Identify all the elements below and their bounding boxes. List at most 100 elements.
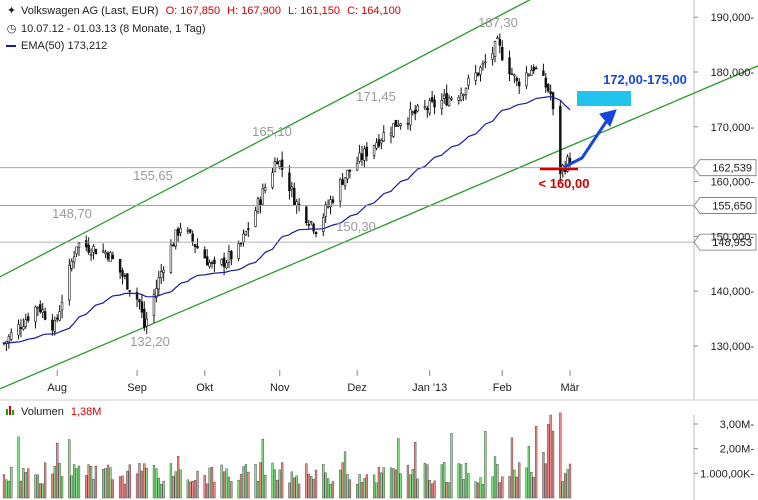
volume-bar xyxy=(196,470,199,499)
volume-bar xyxy=(498,482,501,499)
low-value: L: 161,150 xyxy=(288,5,341,17)
candle-body xyxy=(254,210,257,227)
volume-bar xyxy=(259,462,262,499)
candle-body xyxy=(382,132,385,142)
volume-bar xyxy=(126,470,129,499)
price-tag-label: 162,539 xyxy=(712,163,752,175)
volume-bar xyxy=(58,463,61,499)
candle-body xyxy=(26,316,30,321)
price-extreme-label: 171,45 xyxy=(356,89,396,104)
candle-body xyxy=(41,309,44,313)
volume-bar xyxy=(527,446,531,499)
volume-bar xyxy=(399,473,402,499)
candle-body xyxy=(203,249,206,259)
volume-bar xyxy=(186,479,189,499)
candle-body xyxy=(530,70,533,76)
target-arrow-head xyxy=(599,109,617,127)
candle-body xyxy=(271,172,274,188)
candle-body xyxy=(121,270,124,277)
volume-bar xyxy=(496,464,499,499)
price-tag-label: 155,650 xyxy=(712,200,752,212)
candle-body xyxy=(326,205,330,208)
volume-bar xyxy=(208,467,211,499)
x-tick-label: Feb xyxy=(493,382,512,394)
volume-bar xyxy=(433,480,436,499)
volume-value: 1,38M xyxy=(70,406,102,418)
volume-bar xyxy=(118,476,122,499)
volume-bar xyxy=(244,464,248,499)
candle-body xyxy=(358,152,361,162)
volume-bar xyxy=(460,464,463,499)
candle-body xyxy=(501,46,504,61)
volume-bar xyxy=(476,482,480,499)
candle-body xyxy=(94,248,98,255)
volume-bar xyxy=(564,473,567,499)
volume-bar xyxy=(365,474,368,499)
candle-body xyxy=(143,308,146,328)
header-line-1: ✦ Volkswagen AG (Last, EUR) O: 167,850 H:… xyxy=(6,4,405,17)
candle-body xyxy=(324,204,327,217)
support-label: < 160,00 xyxy=(539,176,590,191)
volume-bar xyxy=(428,480,431,499)
candle-body xyxy=(208,262,211,267)
volume-bar xyxy=(293,477,296,499)
volume-bar xyxy=(191,480,194,499)
candle-body xyxy=(10,332,13,340)
volume-bar xyxy=(416,478,419,499)
volume-bar xyxy=(394,469,397,499)
volume-tick-label: 2,00M- xyxy=(720,444,755,456)
target-zone-box xyxy=(577,91,631,106)
volume-bar xyxy=(179,469,182,499)
candle-body xyxy=(72,256,76,263)
volume-bar xyxy=(406,464,410,499)
volume-bar xyxy=(89,466,93,499)
candle-body xyxy=(70,260,73,269)
candle-body xyxy=(126,273,129,290)
y-tick-label: 160,000- xyxy=(711,177,755,189)
volume-bar xyxy=(39,483,42,499)
candle-body xyxy=(87,244,90,253)
volume-bar xyxy=(329,484,332,499)
date-axis: Aug Sep Okt Nov Dez Jan '13 Feb Mär xyxy=(47,370,580,394)
candle-body xyxy=(450,97,453,100)
candle-body xyxy=(445,92,448,106)
candle-body xyxy=(169,244,173,273)
candle-body xyxy=(309,221,313,223)
candle-body xyxy=(55,317,59,320)
price-tag-shape xyxy=(693,159,757,177)
volume-bar xyxy=(19,480,23,499)
volume-bar xyxy=(273,469,277,499)
candle-body xyxy=(227,251,231,263)
volume-tick-label: 1.000,00K- xyxy=(700,468,754,480)
candle-body xyxy=(85,240,88,248)
volume-bar xyxy=(278,469,281,499)
volume-bar xyxy=(532,476,535,499)
candle-body xyxy=(551,92,555,110)
candle-body xyxy=(346,169,349,180)
volume-bar xyxy=(535,426,538,499)
volume-bar xyxy=(17,436,20,499)
volume-bar xyxy=(559,412,562,499)
volume-bar xyxy=(440,464,443,499)
volume-bar xyxy=(7,480,10,499)
volume-bar xyxy=(53,465,56,499)
volume-bar xyxy=(411,468,414,499)
volume-bar xyxy=(237,479,240,499)
volume-bar xyxy=(34,474,37,499)
volume-bar xyxy=(261,439,264,499)
candle-body xyxy=(39,304,42,313)
candle-body xyxy=(549,91,552,95)
candle-body xyxy=(186,229,190,232)
volume-bar xyxy=(392,468,395,499)
volume-bar xyxy=(484,430,487,499)
volume-bar xyxy=(513,469,516,499)
candle-body xyxy=(278,160,281,167)
candle-body xyxy=(111,254,115,259)
price-axis: 130,000- 140,000- 150,000- 160,000- 170,000-… xyxy=(694,12,754,353)
candle-body xyxy=(145,318,148,327)
price-extreme-label: 150,30 xyxy=(336,219,376,234)
open-value: O: 167,850 xyxy=(165,5,221,17)
volume-bar xyxy=(10,467,13,499)
candle-body xyxy=(220,258,223,265)
volume-bar xyxy=(380,472,383,499)
